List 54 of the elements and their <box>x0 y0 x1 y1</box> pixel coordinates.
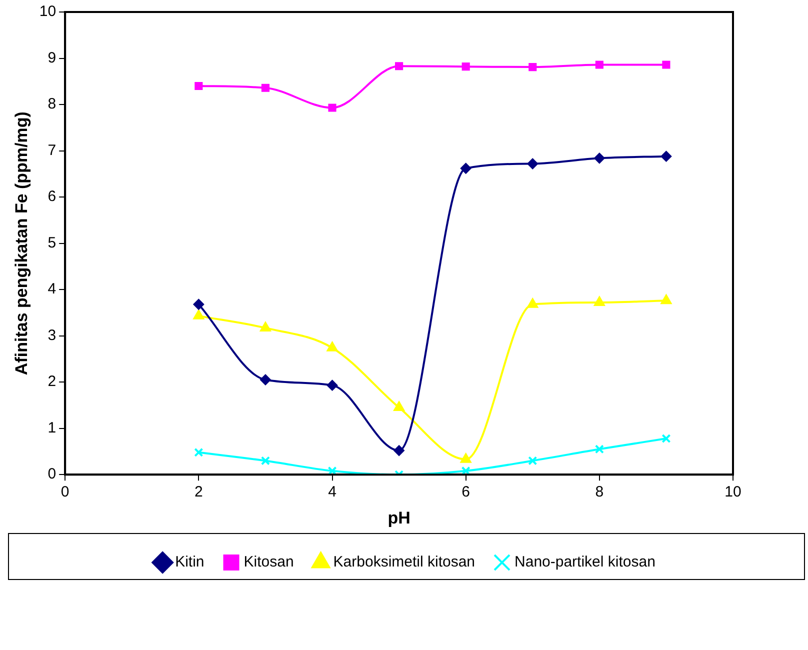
point <box>394 445 405 456</box>
x-axis-title: pH <box>388 508 410 528</box>
y-tick-label: 1 <box>48 419 56 436</box>
y-tick-label: 8 <box>48 96 56 113</box>
legend-label: Karboksimetil kitosan <box>333 554 476 571</box>
point <box>528 63 537 72</box>
point <box>662 434 671 444</box>
point <box>326 380 338 391</box>
x-tick-label: 10 <box>724 484 742 501</box>
point <box>594 444 604 454</box>
point <box>193 298 204 310</box>
x-tick-label: 6 <box>462 484 470 501</box>
point <box>461 466 470 475</box>
y-axis-title: Afinitas pengikatan Fe (ppm/mg) <box>12 112 31 376</box>
point <box>326 341 338 352</box>
y-tick-label: 10 <box>39 3 56 20</box>
x-tick-label: 2 <box>194 484 203 501</box>
y-tick-label: 3 <box>48 326 56 344</box>
legend-label: Kitosan <box>244 554 294 571</box>
y-tick-label: 6 <box>48 188 56 206</box>
point <box>594 152 605 164</box>
point <box>328 466 337 475</box>
legend-label: Nano-partikel kitosan <box>514 554 656 571</box>
point <box>194 448 204 457</box>
point <box>460 162 472 174</box>
point <box>192 309 204 320</box>
x-tick-label: 8 <box>595 484 604 501</box>
point <box>328 104 336 112</box>
point <box>660 294 672 304</box>
point <box>527 158 538 170</box>
point <box>660 150 672 162</box>
y-tick-label: 5 <box>48 234 56 252</box>
point <box>260 456 270 466</box>
point <box>528 456 538 466</box>
point <box>194 82 203 90</box>
y-tick-label: 2 <box>48 373 56 390</box>
x-tick-label: 4 <box>328 484 336 501</box>
y-tick-label: 7 <box>48 142 56 159</box>
point <box>460 452 472 463</box>
point <box>662 60 670 69</box>
point <box>462 62 470 71</box>
point <box>261 84 270 92</box>
point <box>594 296 606 306</box>
point <box>395 62 404 70</box>
point <box>260 374 271 386</box>
x-tick-label: 0 <box>60 484 70 501</box>
y-tick-label: 4 <box>48 280 56 298</box>
point <box>526 298 538 308</box>
point <box>595 60 604 69</box>
y-tick-label: 9 <box>48 49 56 66</box>
point <box>260 321 272 332</box>
point <box>393 401 405 412</box>
y-tick-label: 0 <box>48 466 56 483</box>
legend-label: Kitin <box>175 554 204 571</box>
